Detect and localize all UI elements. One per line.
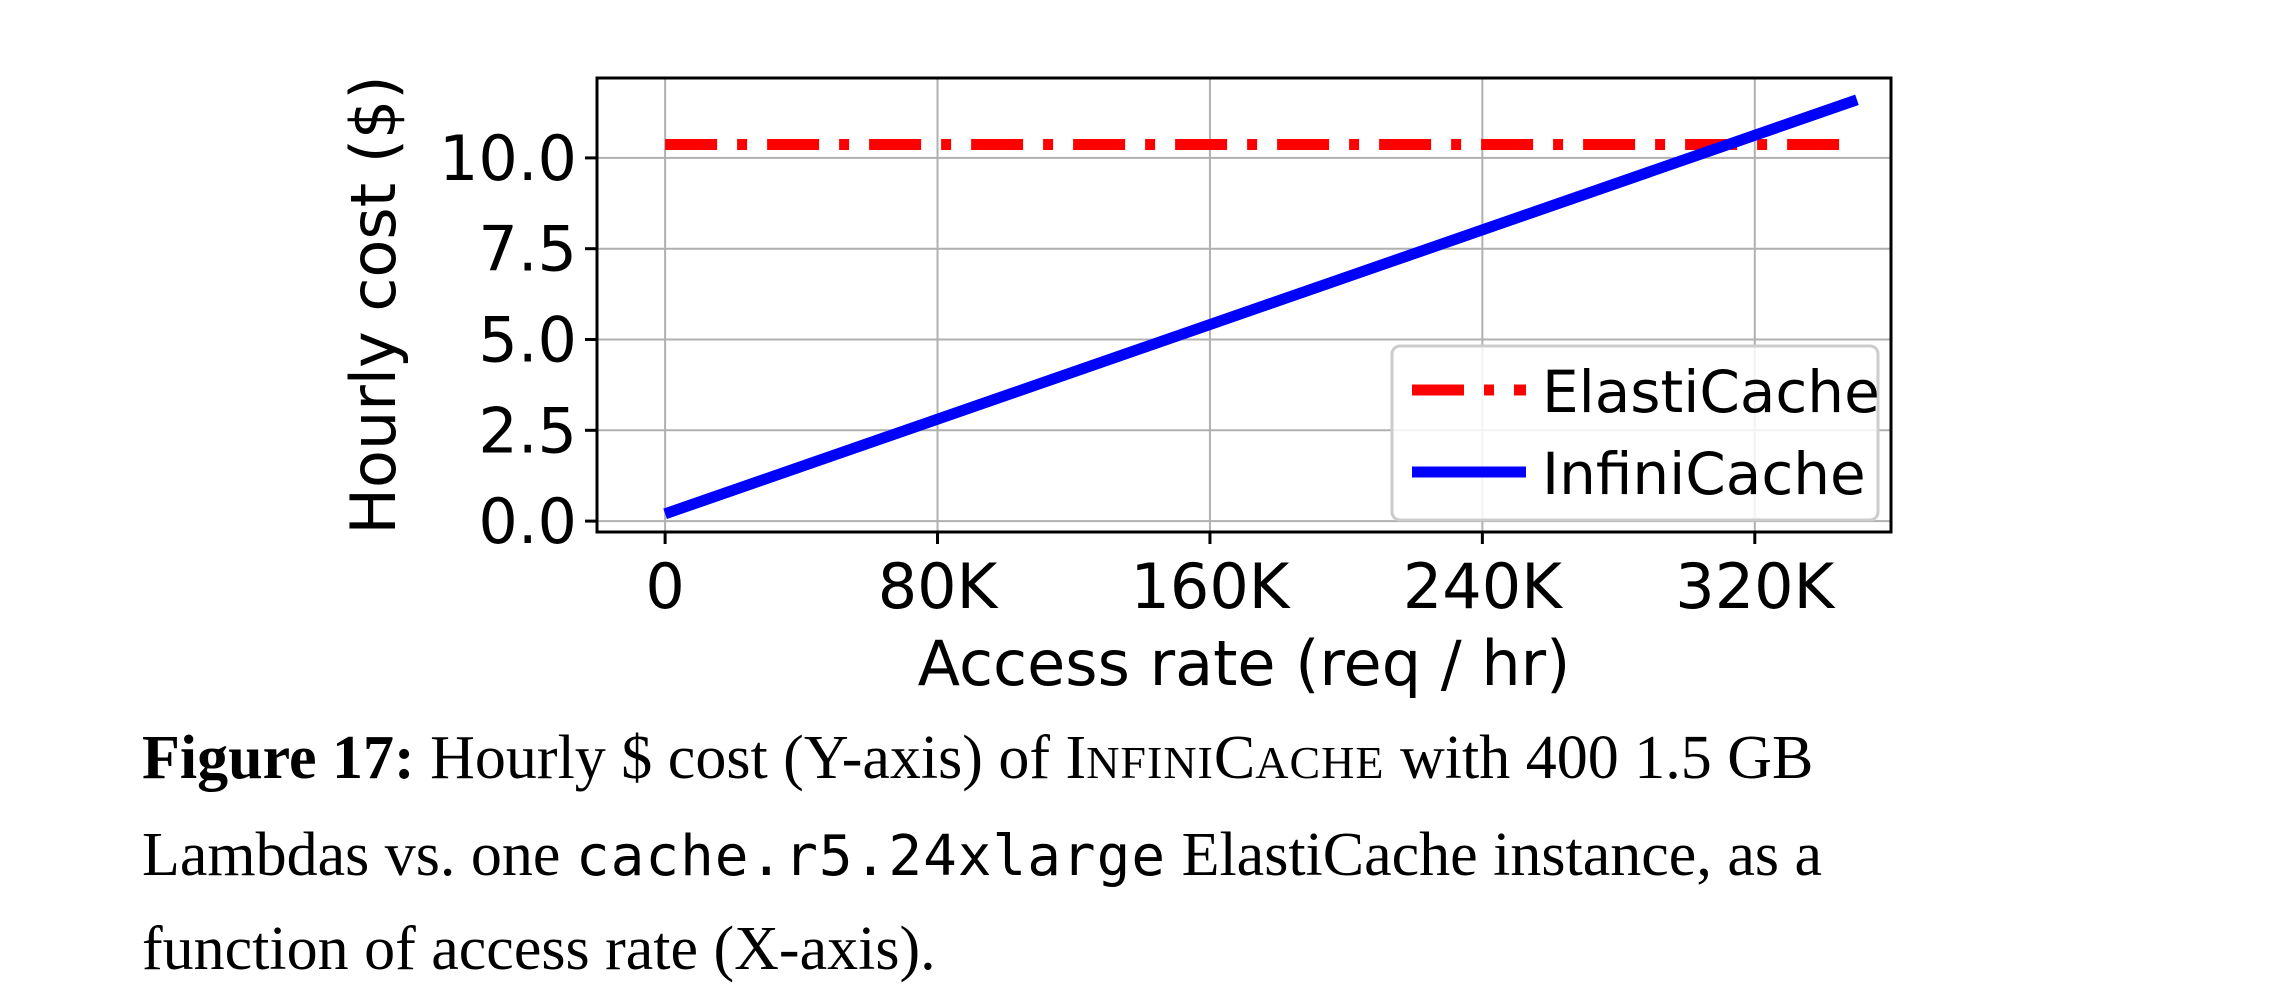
caption-instance-type: cache.r5.24xlarge	[575, 824, 1167, 889]
plot-frame	[595, 76, 1893, 534]
caption-text-5: function of access rate (X-axis).	[142, 915, 936, 983]
ticks: 0 80K 160K 240K 320K 0.0 2.5 5.0 7.5 10.0	[439, 122, 1836, 623]
legend-label-elasticache: ElastiCache	[1542, 358, 1880, 426]
caption-text-3: Lambdas vs. one	[142, 821, 576, 889]
legend-label-infinicache: InfiniCache	[1542, 440, 1866, 508]
x-axis-label: Access rate (req / hr)	[918, 627, 1571, 700]
x-tick-label: 0	[645, 550, 684, 623]
y-axis-label: Hourly cost ($)	[337, 75, 410, 534]
x-tick-label: 80K	[878, 550, 999, 623]
legend: ElastiCache InfiniCache	[1390, 344, 1880, 522]
caption-name-nfini: NFINI	[1086, 737, 1214, 788]
y-tick-label: 5.0	[478, 304, 577, 377]
caption-name-i: I	[1065, 724, 1087, 792]
caption-text-4: ElastiCache instance, as a	[1166, 821, 1822, 889]
y-tick-label: 0.0	[478, 485, 577, 558]
caption-name-c: C	[1213, 724, 1256, 792]
y-tick-label: 2.5	[478, 394, 577, 467]
caption-text-1: Hourly $ cost (Y-axis) of	[414, 724, 1066, 792]
series-line-infinicache	[663, 94, 1859, 520]
x-tick-label: 160K	[1130, 550, 1290, 623]
y-tick-label: 7.5	[478, 213, 577, 286]
x-tick-label: 320K	[1675, 550, 1835, 623]
series-layer	[663, 94, 1859, 520]
x-tick-label: 240K	[1403, 550, 1563, 623]
line-chart: 0 80K 160K 240K 320K 0.0 2.5 5.0 7.5 10.0 Access …	[337, 75, 1893, 700]
figure-caption: Figure 17: Hourly $ cost (Y-axis) of INF…	[142, 712, 2142, 995]
caption-name-ache: ACHE	[1255, 737, 1385, 788]
caption-text-2: with 400 1.5 GB	[1384, 724, 1814, 792]
caption-label: Figure 17:	[142, 724, 415, 792]
y-tick-label: 10.0	[439, 122, 577, 195]
